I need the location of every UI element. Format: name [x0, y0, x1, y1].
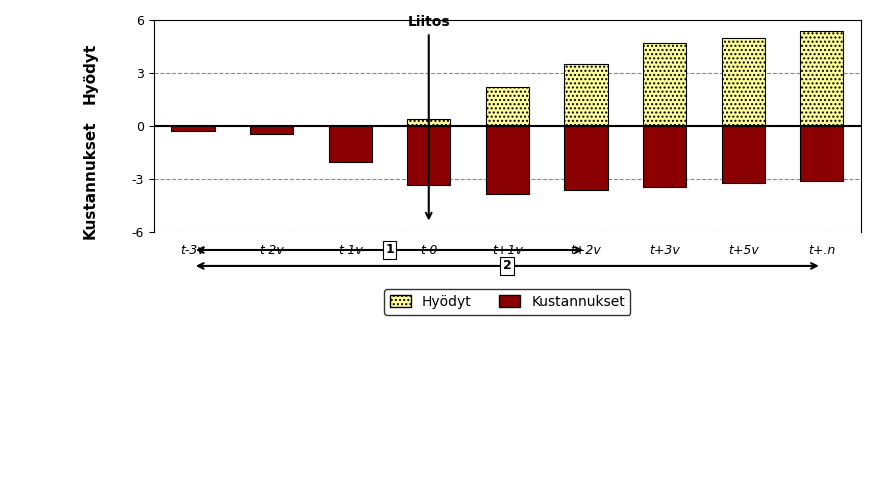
Bar: [407, 119, 450, 126]
Bar: [485, 87, 529, 126]
Bar: [722, 126, 765, 183]
Text: 1: 1: [385, 243, 394, 257]
Text: 2: 2: [503, 259, 512, 272]
Bar: [328, 126, 371, 162]
Bar: [407, 126, 450, 184]
Bar: [564, 64, 608, 126]
Text: Hyödyt: Hyödyt: [82, 43, 97, 104]
Bar: [643, 126, 686, 187]
Bar: [800, 126, 844, 181]
Legend: Hyödyt, Kustannukset: Hyödyt, Kustannukset: [385, 289, 631, 315]
Bar: [643, 43, 686, 126]
Text: Liitos: Liitos: [407, 15, 450, 29]
Bar: [250, 126, 293, 134]
Bar: [172, 126, 215, 132]
Bar: [722, 38, 765, 126]
Bar: [800, 30, 844, 126]
Text: Kustannukset: Kustannukset: [82, 120, 97, 239]
Bar: [485, 126, 529, 194]
Bar: [564, 126, 608, 190]
